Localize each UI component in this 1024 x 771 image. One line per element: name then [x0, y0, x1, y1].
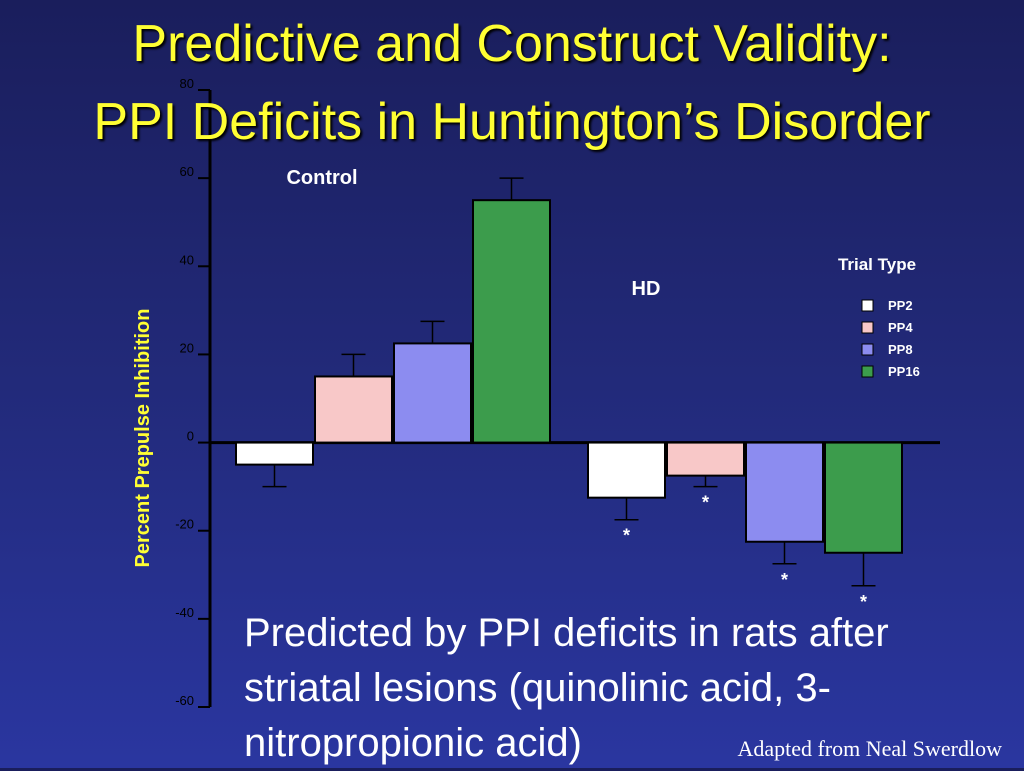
slide-credit: Adapted from Neal Swerdlow: [737, 736, 1002, 761]
legend-swatch-pp4: [861, 321, 874, 334]
y-tick-label: 40: [180, 252, 194, 267]
significance-marker: *: [860, 592, 867, 612]
chart-legend: Trial Type PP2 PP4 PP8 PP16: [838, 255, 920, 379]
bar-pp16: [824, 441, 903, 554]
chart-bars: [235, 177, 903, 587]
significance-marker: *: [781, 570, 788, 590]
bar-pp4: [666, 441, 745, 477]
legend-label-pp8: PP8: [888, 342, 913, 357]
y-tick-label: 20: [180, 340, 194, 355]
legend-label-pp16: PP16: [888, 364, 920, 379]
y-tick-label: -40: [175, 605, 194, 620]
bar-pp2: [235, 441, 314, 466]
bar-pp8: [393, 342, 472, 444]
bar-pp2: [587, 441, 666, 499]
significance-marker: *: [702, 493, 709, 513]
bar-pp8: [745, 441, 824, 543]
y-tick-label: 80: [180, 76, 194, 91]
bar-pp4: [314, 375, 393, 444]
legend-label-pp4: PP4: [888, 320, 913, 335]
y-tick-label: 60: [180, 164, 194, 179]
legend-label-pp2: PP2: [888, 298, 913, 313]
y-tick-label: -20: [175, 517, 194, 532]
legend-title: Trial Type: [838, 255, 916, 274]
chart-labels: 80 60 40 20 0 -20 -40 -60 Percent Prepulse Inhib…: [132, 76, 867, 708]
legend-swatch-pp2: [861, 299, 874, 312]
legend-swatch-pp8: [861, 343, 874, 356]
bar-pp16: [472, 199, 551, 444]
legend-swatch-pp16: [861, 365, 874, 378]
y-axis-label: Percent Prepulse Inhibition: [132, 309, 154, 568]
slide-title-line-1: Predictive and Construct Validity:: [132, 15, 892, 73]
category-label: Control: [286, 167, 357, 189]
significance-marker: *: [623, 526, 630, 546]
category-label: HD: [632, 278, 661, 300]
slide-caption: Predicted by PPI deficits in rats after …: [244, 611, 889, 765]
slide-title-line-2: PPI Deficits in Huntington’s Disorder: [93, 93, 931, 151]
y-tick-label: -60: [175, 693, 194, 708]
y-tick-label: 0: [187, 429, 194, 444]
